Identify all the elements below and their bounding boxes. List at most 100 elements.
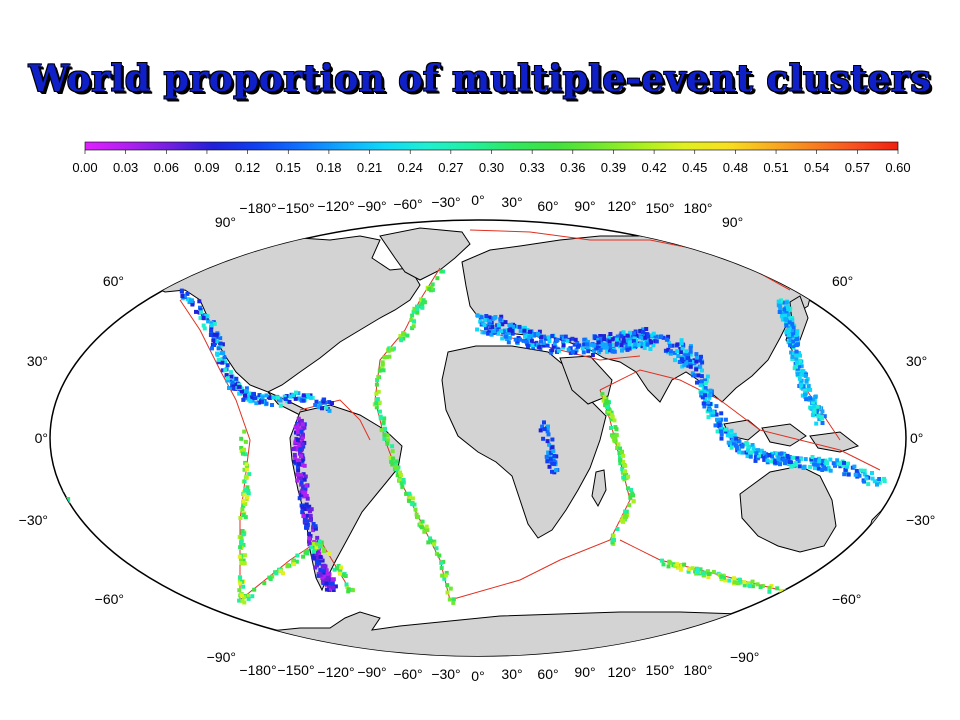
cluster-cell (790, 357, 795, 361)
cluster-cell (634, 333, 639, 338)
cluster-cell (661, 562, 666, 567)
cluster-cell (618, 446, 622, 451)
cluster-cell (320, 558, 325, 563)
cluster-cell (777, 452, 782, 457)
cluster-cell (675, 562, 680, 567)
cluster-cell (401, 480, 406, 485)
colorbar-tick-label: 0.42 (641, 160, 666, 175)
colorbar-tick-label: 0.03 (113, 160, 138, 175)
cluster-cell (542, 420, 546, 425)
cluster-cell (858, 560, 863, 565)
top-longitude-label: 0° (471, 192, 484, 208)
cluster-cell (789, 350, 794, 355)
cluster-cell (239, 557, 243, 562)
cluster-cell (321, 579, 326, 584)
top-longitude-label: −180° (239, 200, 276, 216)
cluster-cell (480, 330, 485, 335)
cluster-cell (315, 535, 320, 540)
cluster-cell (68, 537, 73, 542)
cluster-cell (797, 464, 802, 469)
cluster-cell (420, 519, 425, 524)
cluster-cell (795, 360, 799, 365)
left-latitude-label: 30° (27, 353, 48, 369)
cluster-cell (561, 345, 566, 350)
cluster-cell (551, 449, 556, 453)
cluster-cell (606, 334, 611, 339)
cluster-cell (810, 600, 815, 605)
cluster-cell (783, 314, 787, 318)
colorbar-tick-label: 0.57 (845, 160, 870, 175)
cluster-cell (330, 401, 334, 405)
cluster-cell (237, 598, 242, 603)
cluster-cell (844, 470, 849, 475)
cluster-cell (729, 445, 734, 450)
cluster-cell (848, 580, 853, 584)
right-latitude-label: −60° (832, 591, 861, 607)
cluster-cell (326, 552, 331, 556)
cluster-cell (218, 336, 223, 341)
cluster-cell (784, 300, 789, 305)
cluster-cell (283, 397, 288, 401)
cluster-cell (820, 415, 824, 420)
cluster-cell (648, 347, 653, 351)
cluster-cell (486, 331, 491, 336)
cluster-cell (344, 582, 349, 587)
colorbar (84, 141, 899, 154)
cluster-cell (870, 476, 875, 481)
cluster-cell (586, 349, 591, 354)
cluster-cell (877, 477, 882, 481)
cluster-cell (789, 592, 794, 597)
cluster-cell (765, 458, 770, 463)
cluster-cell (547, 464, 552, 469)
cluster-cell (816, 466, 821, 471)
cluster-cell (507, 335, 512, 340)
cluster-cell (391, 456, 396, 461)
bottom-longitude-label: 60° (537, 666, 558, 682)
cluster-cell (330, 581, 335, 586)
cluster-cell (70, 551, 75, 556)
bottom-longitude-label: −60° (393, 666, 422, 682)
cluster-cell (857, 559, 862, 564)
cluster-cell (566, 347, 571, 352)
cluster-cell (242, 553, 247, 558)
cluster-cell (426, 540, 431, 545)
cluster-cell (410, 496, 415, 501)
cluster-cell (220, 360, 225, 365)
cluster-cell (798, 353, 802, 358)
cluster-cell (790, 354, 795, 359)
cluster-cell (731, 441, 736, 446)
map-title: World proportion of multiple-event clust… (28, 58, 932, 100)
cluster-cell (817, 417, 822, 421)
cluster-cell (293, 396, 298, 401)
cluster-cell (568, 351, 573, 355)
cluster-cell (435, 276, 440, 281)
cluster-cell (772, 460, 777, 465)
cluster-cell (702, 404, 707, 409)
cluster-cell (390, 449, 395, 454)
cluster-cell (314, 552, 319, 556)
cluster-cell (700, 571, 705, 576)
cluster-cell (239, 436, 244, 441)
cluster-cell (305, 519, 309, 524)
cluster-cell (822, 464, 827, 469)
cluster-cell (437, 553, 442, 558)
cluster-cell (795, 372, 800, 377)
cluster-cell (620, 466, 625, 471)
cluster-cell (783, 453, 788, 458)
cluster-cell (694, 359, 699, 364)
cluster-cell (554, 468, 558, 473)
colorbar-tick-label: 0.18 (316, 160, 341, 175)
cluster-cell (574, 347, 579, 352)
cluster-cell (71, 525, 76, 530)
cluster-cell (732, 580, 737, 585)
cluster-cell (649, 333, 654, 338)
cluster-cell (292, 459, 297, 464)
cluster-cell (285, 563, 290, 568)
cluster-cell (299, 454, 303, 459)
cluster-cell (686, 352, 691, 357)
cluster-cell (795, 456, 800, 461)
cluster-cell (808, 396, 813, 401)
cluster-cell (750, 584, 755, 589)
colorbar-tick-label: 0.12 (235, 160, 260, 175)
